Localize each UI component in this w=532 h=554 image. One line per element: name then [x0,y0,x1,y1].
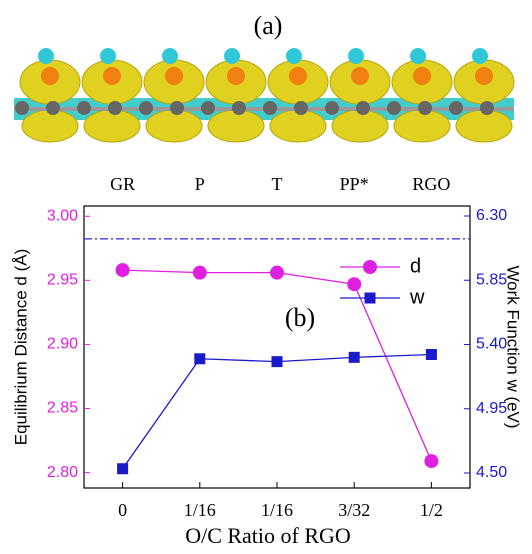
y-tick-label: 3.00 [47,207,78,224]
lobe [394,110,450,142]
point [194,353,205,364]
point [193,266,207,280]
point [117,463,128,474]
point [116,263,130,277]
lobe [332,110,388,142]
panel-label: (a) [254,11,283,40]
x-axis-title: O/C Ratio of RGO [185,523,351,548]
atom [139,101,153,115]
y-tick-label: 2.85 [47,400,78,417]
figure: (a) O/C Ratio of RGO Equilibrium Distanc… [0,0,532,554]
atom [480,101,494,115]
point [347,277,361,291]
series-line [123,354,432,468]
top-tick-label: P [195,174,205,194]
atom [227,67,245,85]
y2-tick-label: 5.85 [476,271,507,288]
top-tick-label: PP* [340,174,369,194]
molecule-image [14,48,514,142]
y-axis-title: Equilibrium Distance d (Å) [11,249,30,446]
atom [387,101,401,115]
atom [100,48,116,64]
y2-tick-label: 5.40 [476,336,507,353]
atom [413,67,431,85]
y2-tick-label: 6.30 [476,207,507,224]
atom [165,67,183,85]
atom [38,48,54,64]
lobe [84,110,140,142]
atom [15,101,29,115]
y-tick-label: 2.95 [47,272,78,289]
lobe [146,110,202,142]
x-tick-label: 1/16 [184,500,216,520]
point [424,454,438,468]
atom [46,101,60,115]
atom [170,101,184,115]
x-tick-label: 1/2 [420,500,443,520]
top-tick-label: GR [110,174,135,194]
atom [449,101,463,115]
atom [325,101,339,115]
point [270,266,284,280]
legend-label: d [410,255,421,277]
atom [294,101,308,115]
atom [418,101,432,115]
atom [224,48,240,64]
point [349,352,360,363]
atom [103,67,121,85]
x-tick-label: 0 [118,500,127,520]
atom [232,101,246,115]
top-tick-label: RGO [412,174,450,194]
legend-marker [365,293,376,304]
x-tick-label: 3/32 [338,500,370,520]
x-tick-label: 1/16 [261,500,293,520]
legend-label: w [409,286,425,308]
atom [286,48,302,64]
atom [289,67,307,85]
plot-frame [84,206,470,488]
atom [108,101,122,115]
atom [410,48,426,64]
y2-tick-label: 4.95 [476,400,507,417]
lobe [208,110,264,142]
atom [356,101,370,115]
atom [472,48,488,64]
y2-tick-label: 4.50 [476,464,507,481]
legend-marker [363,260,377,274]
lobe [22,110,78,142]
lobe [270,110,326,142]
y-tick-label: 2.80 [47,464,78,481]
y-tick-label: 2.90 [47,336,78,353]
atom [201,101,215,115]
top-tick-label: T [272,174,283,194]
atom [475,67,493,85]
atom [41,67,59,85]
atom [162,48,178,64]
atom [263,101,277,115]
atom [348,48,364,64]
point [426,349,437,360]
annotation: (b) [285,303,315,332]
point [272,356,283,367]
atom [77,101,91,115]
lobe [456,110,512,142]
atom [351,67,369,85]
